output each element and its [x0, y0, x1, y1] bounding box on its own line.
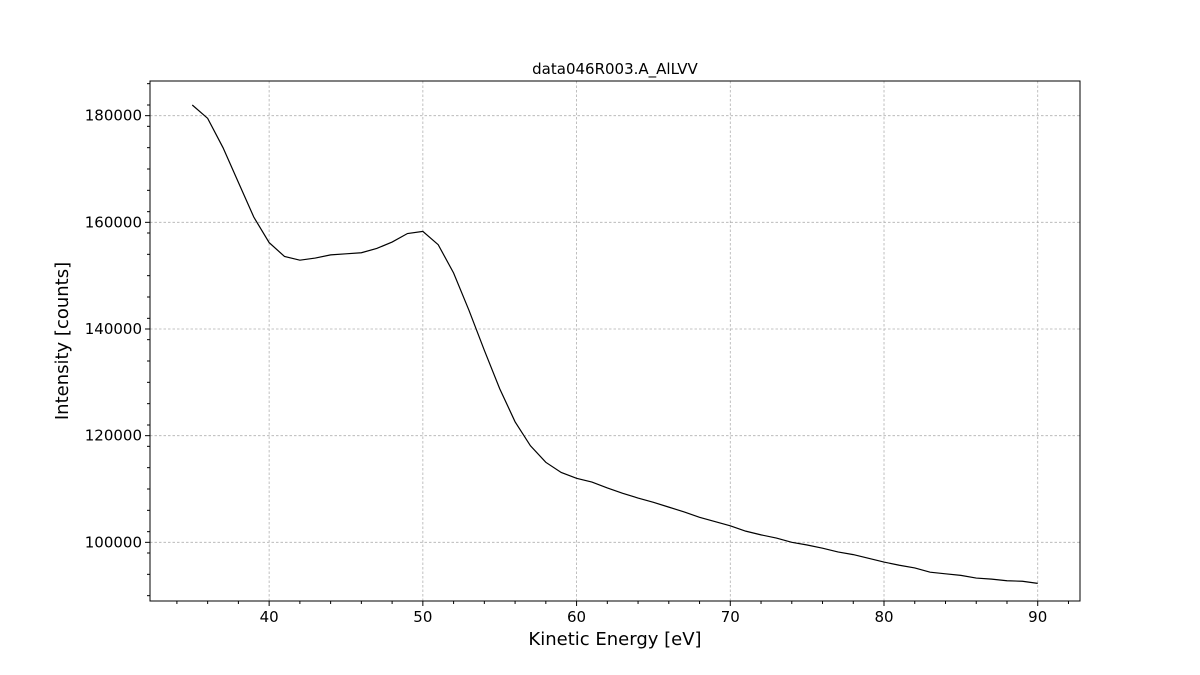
- x-tick-label: 80: [874, 608, 893, 626]
- x-tick-label: 70: [721, 608, 740, 626]
- plot-frame: [149, 80, 1081, 602]
- x-tick-label: 60: [567, 608, 586, 626]
- y-tick-label: 140000: [85, 320, 142, 338]
- x-tick-label: 90: [1028, 608, 1047, 626]
- y-axis-label: Intensity [counts]: [52, 262, 73, 420]
- chart-title: data046R003.A_AlLVV: [532, 60, 698, 79]
- y-tick-label: 160000: [85, 213, 142, 231]
- tick-layer: 40 50 60 70 80 90 100000 120000 140000 160000 1800…: [85, 83, 1069, 626]
- x-tick-label: 50: [413, 608, 432, 626]
- series-line-0: [191, 104, 1038, 584]
- y-tick-label: 100000: [85, 533, 142, 551]
- x-tick-label: 40: [260, 608, 279, 626]
- y-tick-label: 120000: [85, 427, 142, 445]
- y-tick-label: 180000: [85, 107, 142, 125]
- series-layer: [191, 104, 1038, 584]
- x-axis-label: Kinetic Energy [eV]: [528, 629, 701, 650]
- grid-layer: [150, 81, 1080, 601]
